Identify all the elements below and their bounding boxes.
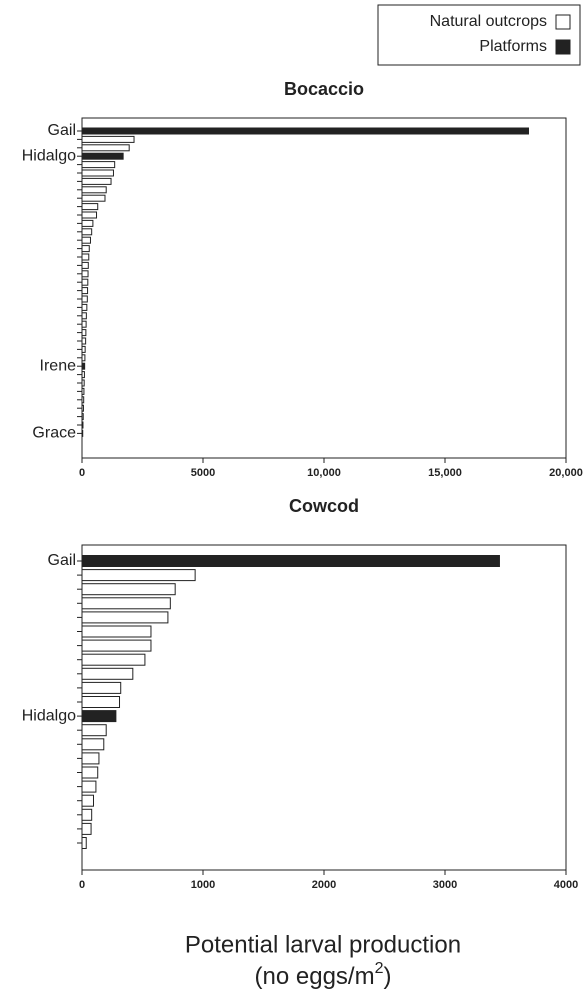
bar (81, 429, 84, 437)
plot-frame (81, 117, 567, 459)
legend-label: Natural outcrops (430, 13, 547, 30)
x-tick-label: 2000 (312, 879, 336, 891)
chart-title: Bocaccio (284, 79, 364, 99)
bar (81, 396, 85, 404)
x-tick-label: 5000 (191, 467, 215, 479)
x-tick-label: 15,000 (428, 467, 462, 479)
bar (81, 808, 93, 821)
bar (81, 555, 500, 567)
bar (81, 203, 99, 211)
bar (81, 569, 196, 582)
bar (81, 278, 89, 286)
bar (81, 253, 90, 261)
bar (81, 144, 130, 152)
bar (81, 404, 84, 412)
legend-swatch (555, 14, 571, 30)
bar (81, 780, 97, 793)
bar (81, 219, 94, 227)
bar (81, 211, 98, 219)
bar (81, 837, 87, 849)
chart-title: Cowcod (289, 496, 359, 516)
bar (81, 186, 107, 194)
y-tick-label: Irene (40, 357, 77, 374)
bar (81, 345, 86, 353)
x-axis-label-part: ) (383, 963, 391, 990)
bar (81, 752, 100, 765)
y-tick-label: Hidalgo (22, 147, 76, 164)
y-tick-label: Gail (48, 122, 76, 139)
bar (81, 667, 134, 680)
bar (81, 236, 91, 244)
x-tick-label: 0 (79, 467, 85, 479)
bar (81, 597, 171, 610)
legend-box (377, 4, 581, 66)
x-axis-label-unit: (no eggs/m2) (255, 960, 392, 990)
bar (81, 738, 105, 751)
x-axis-label: Potential larval production (185, 931, 461, 958)
bar (81, 639, 152, 652)
y-tick-label: Hidalgo (22, 707, 76, 724)
bar (81, 127, 529, 135)
bar (81, 611, 169, 624)
x-tick-label: 1000 (191, 879, 215, 891)
bar (81, 354, 86, 362)
bar (81, 371, 85, 379)
bar (81, 681, 122, 694)
bar (81, 379, 85, 387)
bar (81, 421, 84, 429)
bar (81, 177, 112, 185)
x-tick-label: 3000 (433, 879, 457, 891)
bar (81, 303, 88, 311)
bar (81, 653, 146, 666)
x-tick-label: 0 (79, 879, 85, 891)
x-tick-label: 10,000 (307, 467, 341, 479)
bar (81, 794, 94, 807)
bar (81, 710, 117, 723)
bar (81, 152, 124, 160)
bar (81, 822, 92, 835)
y-tick-label: Gail (48, 552, 76, 569)
bar (81, 625, 152, 638)
bar (81, 387, 85, 395)
bar (81, 362, 86, 370)
bar (81, 287, 89, 295)
x-tick-label: 20,000 (549, 467, 583, 479)
legend-label: Platforms (479, 38, 547, 55)
bar (81, 413, 84, 421)
x-tick-label: 4000 (554, 879, 578, 891)
bar (81, 169, 114, 177)
bar (81, 724, 107, 737)
legend-swatch (555, 39, 571, 55)
bar (81, 312, 87, 320)
bar (81, 583, 176, 596)
bar (81, 194, 106, 202)
x-axis-label-superscript: 2 (375, 960, 384, 977)
bar (81, 320, 87, 328)
bar (81, 696, 121, 708)
bar (81, 766, 99, 779)
bar (81, 295, 88, 303)
bar (81, 270, 89, 278)
bar (81, 228, 93, 236)
bar (81, 135, 135, 143)
bar (81, 245, 90, 253)
bar (81, 161, 116, 169)
y-tick-label: Grace (32, 425, 76, 442)
bar (81, 329, 87, 337)
bar (81, 261, 89, 269)
x-axis-label-part: (no eggs/m (255, 963, 375, 990)
bar (81, 337, 87, 345)
